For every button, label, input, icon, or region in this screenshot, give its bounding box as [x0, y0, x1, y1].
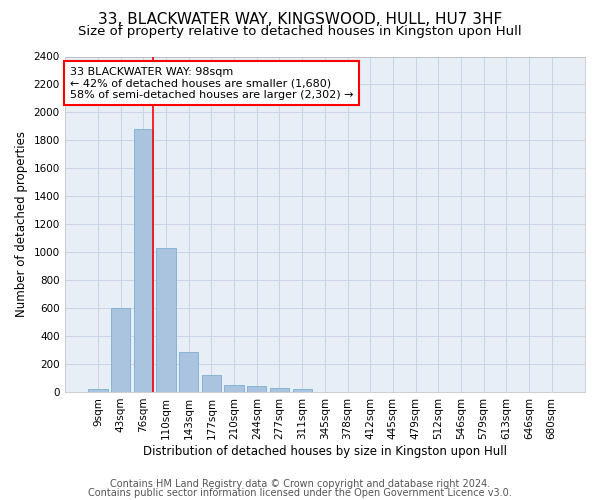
X-axis label: Distribution of detached houses by size in Kingston upon Hull: Distribution of detached houses by size …	[143, 444, 507, 458]
Text: 33, BLACKWATER WAY, KINGSWOOD, HULL, HU7 3HF: 33, BLACKWATER WAY, KINGSWOOD, HULL, HU7…	[98, 12, 502, 28]
Bar	[224, 385, 244, 392]
Text: 33 BLACKWATER WAY: 98sqm
← 42% of detached houses are smaller (1,680)
58% of sem: 33 BLACKWATER WAY: 98sqm ← 42% of detach…	[70, 66, 353, 100]
Bar	[111, 308, 130, 392]
Bar	[157, 248, 176, 392]
Bar	[202, 375, 221, 392]
Bar	[270, 388, 289, 392]
Bar	[88, 389, 107, 392]
Text: Contains HM Land Registry data © Crown copyright and database right 2024.: Contains HM Land Registry data © Crown c…	[110, 479, 490, 489]
Bar	[293, 389, 312, 392]
Bar	[179, 352, 199, 392]
Y-axis label: Number of detached properties: Number of detached properties	[15, 131, 28, 317]
Text: Size of property relative to detached houses in Kingston upon Hull: Size of property relative to detached ho…	[78, 25, 522, 38]
Text: Contains public sector information licensed under the Open Government Licence v3: Contains public sector information licen…	[88, 488, 512, 498]
Bar	[134, 129, 153, 392]
Bar	[247, 386, 266, 392]
